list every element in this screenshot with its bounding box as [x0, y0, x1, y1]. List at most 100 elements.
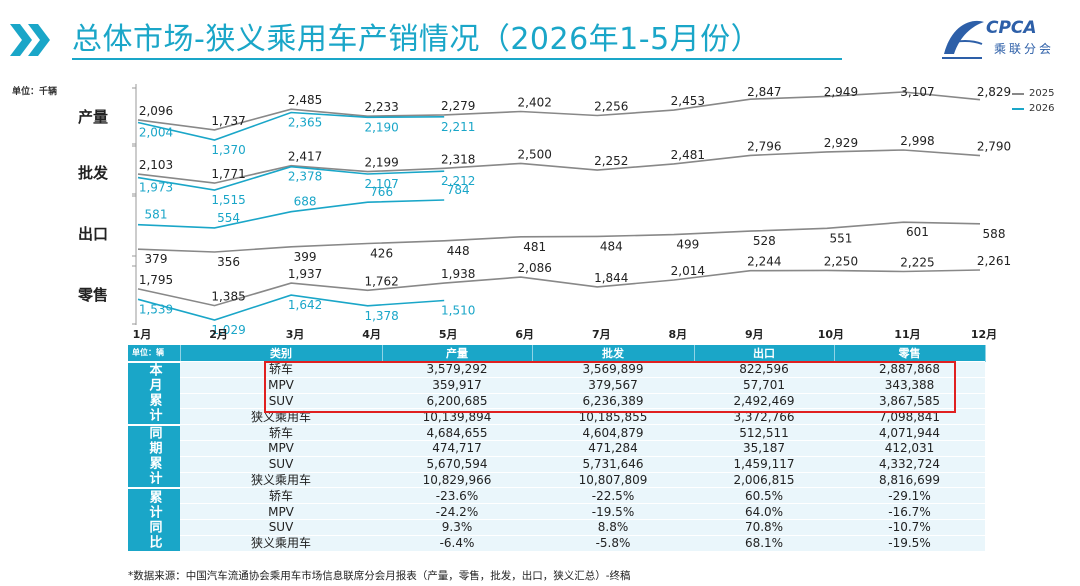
table-header-row: 单位：辆 类别 产量 批发 出口 零售	[128, 345, 986, 362]
data-label: 2,212	[441, 174, 475, 188]
table-row-category: SUV	[180, 518, 382, 536]
data-label: 2,199	[364, 156, 398, 170]
data-label: 554	[217, 211, 240, 225]
table-cell: 3,569,899	[532, 361, 694, 378]
cumulative-table-wrap: 单位：辆 类别 产量 批发 出口 零售 本月累计 轿车 3,579,292 3,569…	[128, 345, 986, 551]
data-label: 426	[370, 246, 393, 260]
data-label: 2,004	[139, 125, 173, 139]
table-cell: 4,071,944	[834, 424, 985, 441]
data-label: 2,086	[518, 261, 552, 275]
data-label: 2,225	[900, 255, 934, 269]
table-cell: 4,332,724	[834, 455, 985, 473]
panel-label: 出口	[78, 225, 108, 243]
data-label: 2,014	[671, 264, 705, 278]
table-cell: 474,717	[382, 439, 532, 457]
table-cell: 822,596	[694, 361, 834, 378]
data-label: 1,539	[139, 302, 173, 316]
data-label: 1,973	[139, 181, 173, 195]
title-underline	[72, 58, 842, 60]
table-group-label: 同期累计	[128, 423, 180, 488]
data-label: 1,642	[288, 298, 322, 312]
data-source-note: *数据来源：中国汽车流通协会乘用车市场信息联席分会月报表（产量，零售，批发，出口…	[128, 570, 631, 582]
table-row-category: SUV	[180, 392, 382, 409]
data-label: 2,796	[747, 139, 781, 153]
data-label: 2,107	[364, 177, 398, 191]
table-cell: -6.4%	[382, 534, 532, 551]
data-label: 2,417	[288, 150, 322, 164]
legend-label-2025: 2025	[1029, 88, 1055, 99]
table-cell: 2,887,868	[834, 361, 985, 378]
table-cell: 10,185,855	[532, 408, 694, 425]
table-cell: 5,731,646	[532, 455, 694, 473]
table-row: MPV 474,717 471,284 35,187 412,031	[128, 439, 985, 457]
table-cell: -23.6%	[382, 487, 532, 504]
table-header-export: 出口	[694, 345, 835, 362]
x-tick-label: 12月	[971, 328, 997, 341]
data-label: 2,252	[594, 154, 628, 168]
data-label: 2,949	[824, 85, 858, 99]
table-row-category: MPV	[180, 376, 382, 394]
data-label: 1,938	[441, 267, 475, 281]
x-tick-label: 1月	[133, 328, 152, 341]
table-row-category: 轿车	[180, 361, 382, 378]
table-row-category: MPV	[180, 503, 382, 520]
table-row-category: 狭义乘用车	[180, 408, 382, 425]
table-cell: -16.7%	[834, 503, 985, 520]
table-row: SUV 9.3% 8.8% 70.8% -10.7%	[128, 518, 985, 536]
data-label: 1,510	[441, 303, 475, 317]
legend-item-2025: 2025	[1012, 86, 1054, 101]
x-tick-label: 5月	[439, 328, 458, 341]
data-label: 2,485	[288, 93, 322, 107]
table-cell: 70.8%	[694, 518, 834, 536]
chart-unit-label: 单位：千辆	[12, 87, 58, 97]
data-label: 3,107	[900, 85, 934, 99]
data-label: 484	[600, 239, 623, 253]
series-line-2025	[137, 149, 981, 184]
data-label: 2,829	[977, 85, 1011, 99]
data-label: 2,378	[288, 170, 322, 184]
data-label: 2,929	[824, 136, 858, 150]
series-line-2025	[137, 91, 981, 131]
x-tick-label: 9月	[745, 328, 764, 341]
data-label: 2,250	[824, 254, 858, 268]
table-row: 同期累计 轿车 4,684,655 4,604,879 512,511 4,071,944	[128, 423, 985, 488]
table-cell: 10,829,966	[382, 471, 532, 488]
x-tick-label: 6月	[515, 328, 534, 341]
table-cell: -10.7%	[834, 518, 985, 536]
data-label: 2,481	[671, 148, 705, 162]
data-label: 2,233	[364, 100, 398, 114]
table-row-category: 轿车	[180, 487, 382, 504]
data-label: 784	[447, 183, 470, 197]
data-label: 2,847	[747, 85, 781, 99]
data-label: 2,256	[594, 100, 628, 114]
table-row: SUV 5,670,594 5,731,646 1,459,117 4,332,724	[128, 455, 985, 473]
series-line-2025	[137, 221, 981, 253]
data-label: 1,378	[364, 309, 398, 323]
panel-label: 批发	[78, 164, 109, 182]
table-cell: 35,187	[694, 439, 834, 457]
data-label: 2,790	[977, 140, 1011, 154]
table-cell: 343,388	[834, 376, 985, 394]
legend-swatch-2025	[1012, 92, 1024, 95]
data-label: 1,771	[211, 167, 245, 181]
table-unit-label: 单位：辆	[128, 345, 181, 362]
table-cell: 412,031	[834, 439, 985, 457]
data-label: 1,937	[288, 267, 322, 281]
table-cell: 1,459,117	[694, 455, 834, 473]
table-cell: 4,604,879	[532, 424, 694, 441]
data-label: 1,762	[364, 274, 398, 288]
data-label: 2,500	[518, 147, 552, 161]
series-line-2026	[137, 111, 445, 141]
table-cell: 471,284	[532, 439, 694, 457]
data-label: 551	[829, 231, 852, 245]
data-label: 2,318	[441, 152, 475, 166]
table-cell: 68.1%	[694, 534, 834, 551]
table-row-category: 狭义乘用车	[180, 534, 382, 551]
table-row: 本月累计 轿车 3,579,292 3,569,899 822,596 2,887,868	[128, 360, 985, 425]
x-tick-label: 11月	[894, 328, 920, 341]
logo-text: CPCA	[986, 18, 1037, 38]
table-cell: 512,511	[694, 424, 834, 441]
data-label: 1,029	[211, 323, 245, 337]
data-label: 448	[447, 244, 470, 258]
panel-label: 产量	[78, 108, 108, 126]
